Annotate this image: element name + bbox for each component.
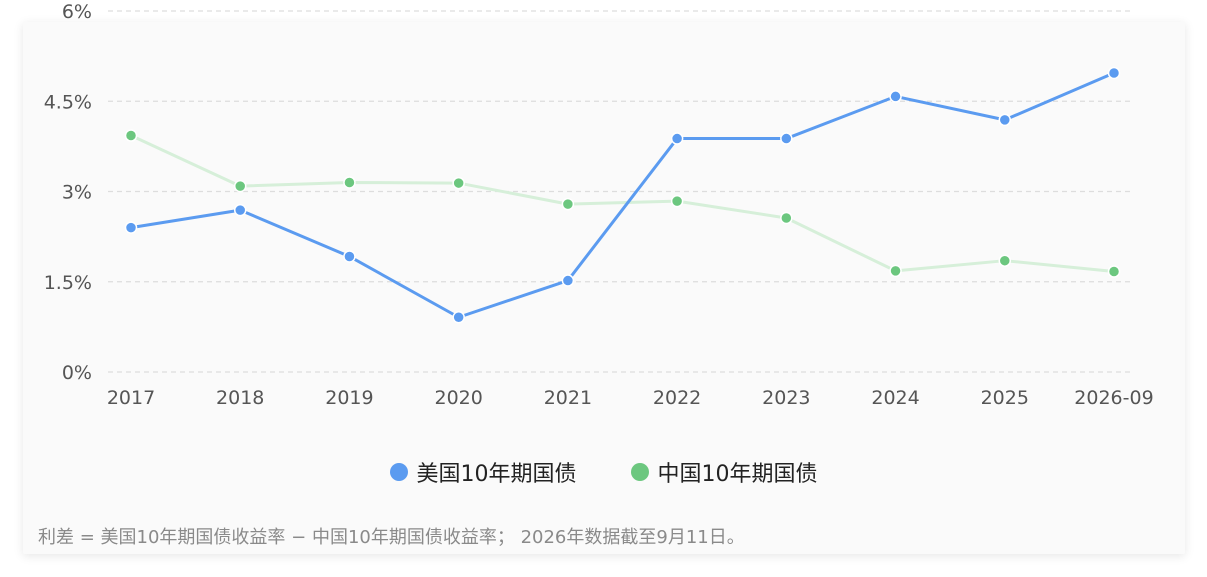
x-tick-label: 2021 (544, 387, 592, 409)
y-axis-ticks: 6% 4.5% 3% 1.5% 0% (44, 1, 92, 384)
data-point-us[interactable] (780, 132, 793, 145)
data-point-cn[interactable] (998, 254, 1012, 267)
y-tick-label: 6% (62, 1, 92, 23)
y-tick-label: 0% (62, 362, 92, 384)
x-axis-ticks: 2017 2018 2019 2020 2021 2022 2023 2024 2025 2026… (107, 387, 1154, 409)
chart-card (23, 22, 1185, 554)
data-point-us[interactable] (670, 132, 684, 145)
legend: 美国10年期国债 中国10年期国债 (0, 454, 1207, 490)
data-point-cn[interactable] (889, 264, 902, 278)
legend-item-us[interactable]: 美国10年期国债 (389, 456, 577, 488)
data-point-cn[interactable] (561, 197, 575, 211)
series-line-us (129, 71, 1116, 319)
x-tick-label: 2019 (325, 387, 373, 409)
data-point-us[interactable] (998, 113, 1012, 127)
y-tick-label: 1.5% (44, 272, 92, 294)
x-tick-label: 2025 (981, 387, 1029, 409)
x-tick-label: 2020 (434, 387, 482, 409)
x-tick-label: 2024 (871, 387, 919, 409)
legend-item-cn[interactable]: 中国10年期国债 (630, 456, 818, 488)
data-point-us[interactable] (889, 90, 902, 103)
y-tick-label: 3% (62, 182, 92, 204)
legend-label-cn: 中国10年期国债 (657, 462, 818, 487)
series-line-cn (129, 134, 1116, 274)
data-point-us[interactable] (233, 203, 247, 217)
series-lines (124, 66, 1121, 324)
x-tick-label: 2026-09 (1074, 387, 1153, 409)
x-tick-label: 2017 (107, 387, 155, 409)
data-point-us[interactable] (124, 221, 138, 234)
legend-marker-cn (630, 463, 649, 481)
data-point-us[interactable] (452, 310, 465, 324)
data-point-cn[interactable] (1107, 265, 1121, 278)
grid-lines (108, 10, 1133, 373)
data-point-cn[interactable] (124, 129, 138, 142)
legend-marker-us (389, 463, 408, 481)
y-tick-label: 4.5% (44, 91, 92, 113)
data-point-cn[interactable] (670, 194, 684, 208)
x-tick-label: 2022 (653, 387, 701, 409)
data-point-cn[interactable] (233, 179, 247, 193)
data-point-cn[interactable] (343, 176, 356, 189)
x-tick-label: 2023 (762, 387, 810, 409)
x-tick-label: 2018 (216, 387, 264, 409)
data-point-us[interactable] (561, 274, 575, 287)
data-point-cn[interactable] (780, 211, 793, 225)
data-point-us[interactable] (343, 250, 356, 263)
data-point-cn[interactable] (452, 176, 465, 190)
chart-footnote: 利差 = 美国10年期国债收益率 − 中国10年期国债收益率； 2026年数据截… (38, 527, 745, 548)
data-point-us[interactable] (1107, 66, 1121, 80)
legend-label-us: 美国10年期国债 (416, 462, 577, 487)
